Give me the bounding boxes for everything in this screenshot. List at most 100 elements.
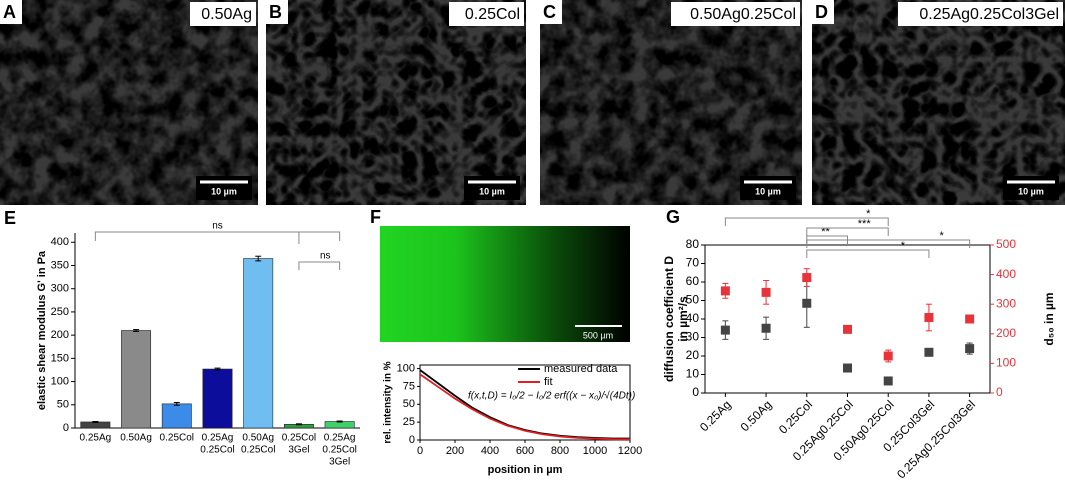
- y-tick-label: 0: [692, 385, 699, 399]
- y-tick-label: 40: [686, 311, 700, 325]
- x-tick-label: 0.25Ag: [697, 397, 734, 434]
- y-tick-label: 25: [403, 416, 415, 428]
- annotation: ns: [212, 221, 223, 232]
- scale-box: [464, 176, 520, 200]
- x-tick-label: 0.50Ag: [738, 397, 775, 434]
- sem-image: [540, 0, 802, 205]
- y-tick-label: 50: [686, 293, 700, 307]
- y2-tick-label: 500: [996, 237, 1016, 251]
- label-box: [898, 2, 1063, 26]
- annotation: *: [901, 240, 906, 252]
- y-axis-label: rel. intensity in %: [383, 361, 394, 443]
- annotation: *: [940, 230, 945, 242]
- y2-tick-label: 0: [996, 385, 1003, 399]
- letter-box: [540, 0, 562, 24]
- panel-letter: A: [3, 2, 16, 22]
- scale-bar-label: 10 µm: [211, 186, 237, 196]
- bar: [324, 421, 355, 429]
- y-axis-label: diffusion coefficient D: [662, 256, 676, 382]
- y2-tick-label: 300: [996, 296, 1016, 310]
- x-tick-label: 0.25Ag: [80, 433, 112, 444]
- annotation: *: [866, 208, 871, 220]
- scale-bar-label: 10 µm: [479, 186, 505, 196]
- y-tick-label: 100: [397, 362, 415, 374]
- point: [843, 324, 852, 334]
- bar: [243, 258, 274, 429]
- scale-bar-label: 10 µm: [1018, 186, 1044, 196]
- y-tick-label: 60: [686, 274, 700, 288]
- panel-letter: E: [4, 208, 16, 228]
- point: [761, 323, 771, 333]
- image-label: 0.25Col: [465, 6, 520, 23]
- bracket: [724, 217, 889, 226]
- y2-tick-label: 100: [996, 356, 1016, 370]
- bar: [202, 368, 233, 429]
- x-tick-label: 0.50Ag: [242, 433, 274, 444]
- y-tick-label: 0: [63, 422, 69, 434]
- data-line: [419, 369, 630, 440]
- x-tick-label: 0.50Ag: [120, 433, 152, 444]
- image-label: 0.50Ag: [201, 6, 252, 23]
- x-tick-label: 0.25Col: [241, 445, 275, 456]
- scale-box: [740, 176, 796, 200]
- annotation: ns: [320, 251, 331, 262]
- y-axis-label: in µm²/s: [676, 296, 690, 342]
- y2-tick-label: 200: [996, 326, 1016, 340]
- legend-label: fit: [544, 376, 553, 388]
- y-tick-label: 200: [51, 329, 69, 341]
- point: [802, 273, 812, 283]
- y-tick-label: 30: [686, 330, 700, 344]
- x-tick-label: 0.25Col: [776, 397, 815, 436]
- label-box: [671, 2, 800, 26]
- letter-box: [812, 0, 834, 24]
- point: [965, 314, 975, 324]
- point: [802, 298, 812, 308]
- annotation: **: [821, 226, 830, 238]
- letter-box: [0, 0, 22, 24]
- x-axis-label: position in µm: [488, 464, 563, 476]
- bracket: [806, 239, 971, 248]
- x-tick-label: 1200: [618, 445, 642, 457]
- sem-image: [812, 0, 1065, 205]
- sem-image: [0, 0, 258, 205]
- y-tick-label: 100: [51, 375, 69, 387]
- y-tick-label: 70: [686, 256, 700, 270]
- y-tick-label: 50: [403, 398, 415, 410]
- panel-letter: D: [815, 2, 828, 22]
- y-tick-label: 80: [686, 237, 700, 251]
- y-tick-label: 50: [57, 399, 69, 411]
- label-box: [449, 2, 524, 26]
- image-label: 0.50Ag0.25Col: [690, 6, 796, 23]
- y-tick-label: 350: [51, 259, 69, 271]
- panel-letter: B: [269, 2, 282, 22]
- x-tick-label: 800: [551, 445, 569, 457]
- y2-axis-label: d₅₀ in µm: [1042, 292, 1056, 345]
- x-tick-label: 0: [417, 445, 423, 457]
- scale-box: [1003, 176, 1059, 200]
- label-box: [190, 2, 256, 26]
- x-tick-label: 0.25Col: [200, 445, 234, 456]
- x-tick-label: 0.25Col: [282, 433, 316, 444]
- bracket: [298, 261, 341, 270]
- x-tick-label: 200: [446, 445, 464, 457]
- x-tick-label: 0.25Ag: [202, 433, 234, 444]
- formula: f(x,t,D) = I₀/2 − I₀/2 erf((x − x₀)/√(4D…: [468, 390, 635, 402]
- scale-box: [196, 176, 252, 200]
- y-tick-label: 20: [686, 348, 700, 362]
- y-tick-label: 400: [51, 236, 69, 248]
- scale-bar-label: 10 µm: [755, 186, 781, 196]
- x-tick-label: 0.25Ag: [324, 433, 356, 444]
- point: [965, 344, 975, 354]
- x-tick-label: 0.25Col: [160, 433, 194, 444]
- plot-frame: [419, 364, 631, 441]
- point: [883, 376, 893, 386]
- bracket: [94, 231, 341, 244]
- y2-tick-label: 400: [996, 267, 1016, 281]
- panel-letter: C: [543, 2, 556, 22]
- y-tick-label: 10: [686, 367, 700, 381]
- point: [720, 286, 730, 296]
- bracket: [806, 249, 930, 258]
- y-tick-label: 300: [51, 283, 69, 295]
- bar: [161, 403, 192, 429]
